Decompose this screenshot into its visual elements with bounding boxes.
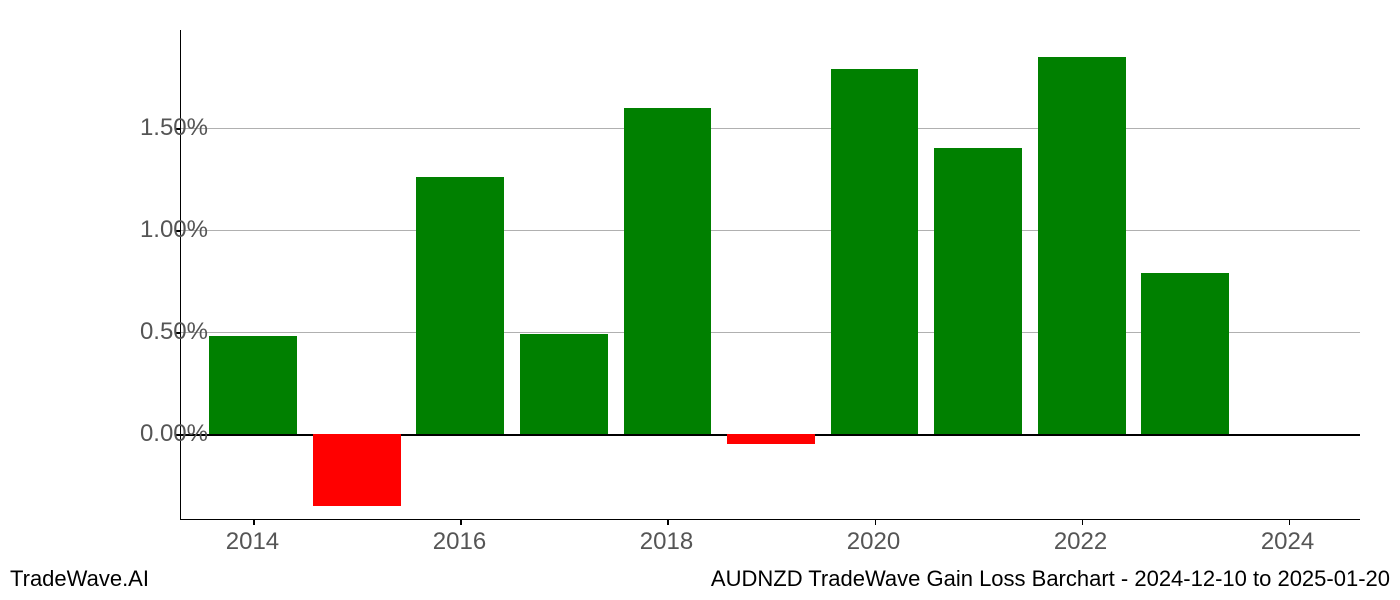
y-tick-label: 1.50%: [140, 114, 208, 142]
bar: [520, 334, 608, 434]
bar: [416, 177, 504, 434]
footer-brand: TradeWave.AI: [10, 566, 149, 592]
x-tick-label: 2014: [226, 528, 279, 556]
bar: [624, 108, 712, 435]
bar: [209, 336, 297, 434]
chart-container: [180, 30, 1360, 520]
x-tick-mark: [1289, 519, 1291, 525]
x-tick-mark: [875, 519, 877, 525]
bar: [313, 434, 401, 505]
x-tick-mark: [253, 519, 255, 525]
gridline: [181, 128, 1360, 129]
x-tick-mark: [1082, 519, 1084, 525]
x-tick-label: 2016: [433, 528, 486, 556]
x-tick-label: 2020: [847, 528, 900, 556]
y-tick-label: 0.00%: [140, 420, 208, 448]
bar: [934, 148, 1022, 434]
x-tick-mark: [667, 519, 669, 525]
bar: [1141, 273, 1229, 434]
y-tick-label: 0.50%: [140, 318, 208, 346]
gridline: [181, 230, 1360, 231]
x-tick-label: 2022: [1054, 528, 1107, 556]
y-tick-label: 1.00%: [140, 216, 208, 244]
footer-caption: AUDNZD TradeWave Gain Loss Barchart - 20…: [711, 566, 1390, 592]
x-tick-label: 2024: [1261, 528, 1314, 556]
bar: [727, 434, 815, 444]
plot-area: [180, 30, 1360, 520]
x-tick-mark: [460, 519, 462, 525]
bar: [1038, 57, 1126, 435]
x-tick-label: 2018: [640, 528, 693, 556]
bar: [831, 69, 919, 434]
